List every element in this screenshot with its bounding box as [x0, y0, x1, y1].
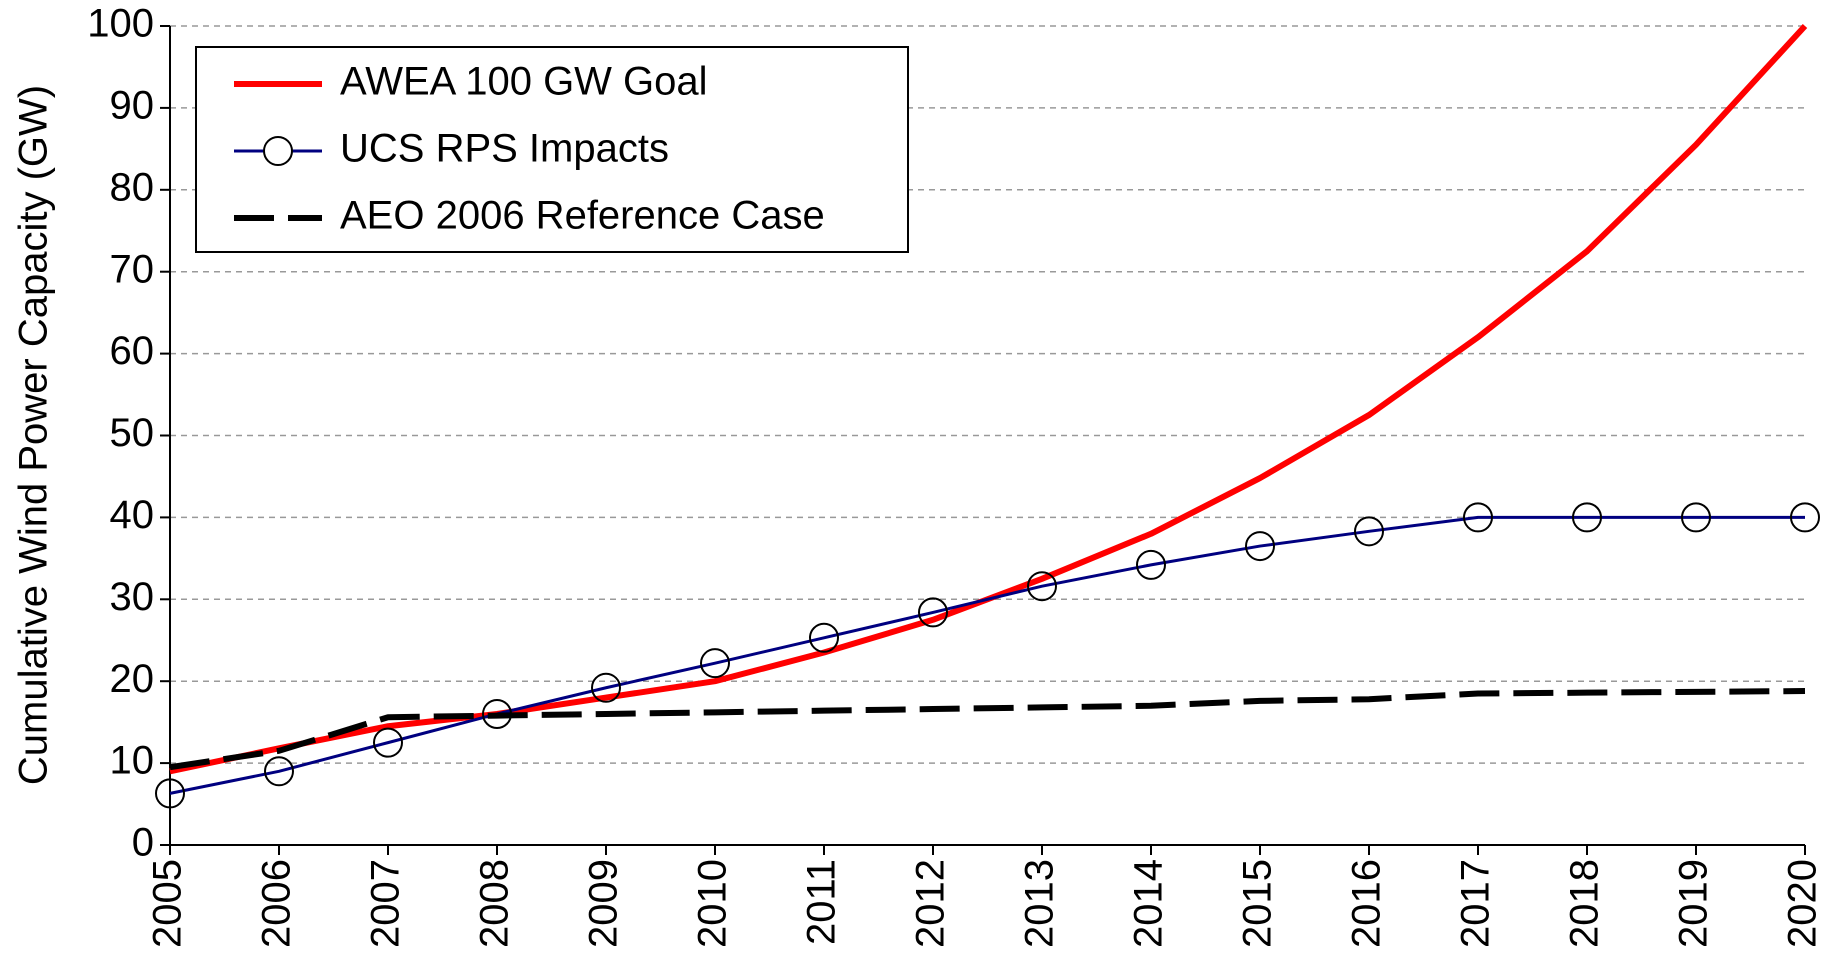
x-tick-label: 2013 [1018, 859, 1062, 948]
x-tick-label: 2007 [364, 859, 408, 948]
x-tick-label: 2005 [146, 859, 190, 948]
x-tick-label: 2012 [909, 859, 953, 948]
series-line [169, 688, 1806, 771]
x-tick-label: 2019 [1672, 859, 1716, 948]
marker [1136, 549, 1166, 580]
y-tick-label: 100 [87, 2, 154, 46]
y-tick-label: 40 [110, 493, 155, 537]
legend-marker [263, 136, 293, 166]
y-tick-label: 10 [110, 739, 155, 783]
marker [1681, 502, 1711, 533]
x-tick-label: 2009 [582, 859, 626, 948]
x-tick-label: 2010 [691, 859, 735, 948]
y-tick-label: 20 [110, 657, 155, 701]
x-tick-label: 2011 [800, 859, 844, 945]
marker [918, 597, 948, 628]
x-tick-label: 2018 [1563, 859, 1607, 948]
marker [155, 778, 185, 809]
marker [1790, 502, 1820, 533]
marker [591, 672, 621, 703]
marker [809, 622, 839, 653]
marker [1572, 502, 1602, 533]
y-tick-label: 0 [132, 821, 154, 865]
y-tick-label: 50 [110, 411, 155, 455]
legend-label: AWEA 100 GW Goal [340, 60, 708, 104]
y-tick-label: 30 [110, 575, 155, 619]
x-tick-label: 2016 [1345, 859, 1389, 948]
y-tick-label: 60 [110, 329, 155, 373]
x-tick-label: 2020 [1781, 859, 1825, 948]
marker [700, 648, 730, 679]
marker [1354, 516, 1384, 547]
marker [1463, 502, 1493, 533]
x-tick-label: 2006 [255, 859, 299, 948]
marker [264, 756, 294, 787]
x-tick-label: 2015 [1236, 859, 1280, 948]
x-tick-label: 2017 [1454, 859, 1498, 948]
x-tick-label: 2014 [1127, 859, 1171, 948]
legend-label: AEO 2006 Reference Case [340, 194, 825, 238]
y-axis-title: Cumulative Wind Power Capacity (GW) [12, 85, 56, 785]
x-tick-label: 2008 [473, 859, 517, 948]
legend-label: UCS RPS Impacts [340, 127, 669, 171]
y-tick-label: 70 [110, 247, 155, 291]
marker [1027, 571, 1057, 602]
y-tick-label: 90 [110, 83, 155, 127]
marker [1245, 531, 1275, 562]
series-line [169, 515, 1805, 795]
y-tick-label: 80 [110, 165, 155, 209]
marker [373, 727, 403, 758]
